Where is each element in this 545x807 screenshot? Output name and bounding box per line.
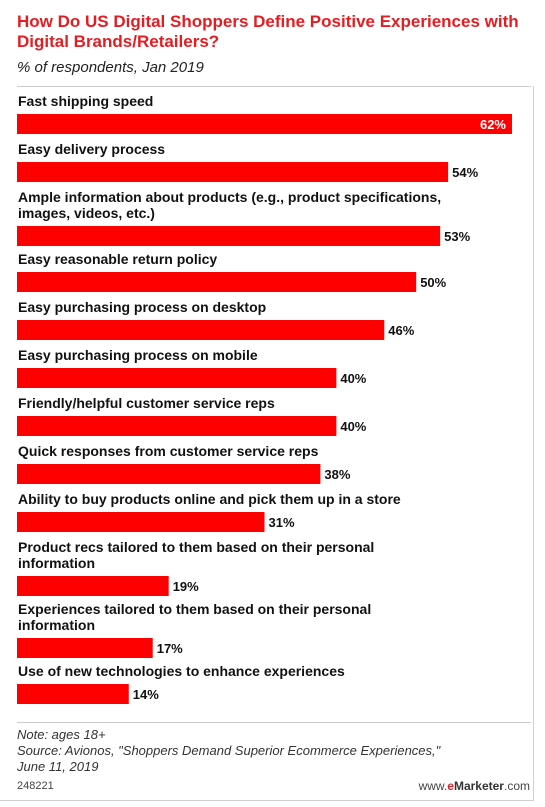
brand-name: Marketer <box>453 779 504 793</box>
chart-subtitle: % of respondents, Jan 2019 <box>17 59 204 76</box>
value-label: 14% <box>133 687 159 702</box>
category-label: Experiences tailored to them based on th… <box>18 601 371 617</box>
value-label: 38% <box>324 467 350 482</box>
category-label: images, videos, etc.) <box>18 205 155 221</box>
bottom-border <box>0 800 534 801</box>
value-label: 31% <box>269 515 295 530</box>
bar <box>17 368 337 388</box>
bar <box>17 684 129 704</box>
value-label: 40% <box>340 419 366 434</box>
bottom-divider <box>17 722 531 723</box>
category-label: Fast shipping speed <box>18 93 153 109</box>
category-label: Use of new technologies to enhance exper… <box>18 663 345 679</box>
category-label: information <box>18 617 95 633</box>
source-text-line-1: Source: Avionos, "Shoppers Demand Superi… <box>17 743 441 758</box>
category-label: Ample information about products (e.g., … <box>18 189 441 205</box>
right-border <box>533 86 534 801</box>
bar <box>17 226 441 246</box>
category-label: Easy reasonable return policy <box>18 251 217 267</box>
bar <box>17 320 385 340</box>
note-text: Note: ages 18+ <box>17 727 106 742</box>
bar <box>17 512 265 532</box>
brand-prefix: www. <box>418 779 448 793</box>
brand-suffix: .com <box>503 779 530 793</box>
footnotes: Note: ages 18+ Source: Avionos, "Shopper… <box>17 727 440 775</box>
value-label: 19% <box>173 579 199 594</box>
bar <box>17 162 449 182</box>
top-divider <box>17 86 531 87</box>
value-label: 53% <box>444 229 470 244</box>
bar <box>17 272 417 292</box>
value-label: 50% <box>420 275 446 290</box>
category-label: information <box>18 555 95 571</box>
category-label: Product recs tailored to them based on t… <box>18 539 374 555</box>
category-label: Easy purchasing process on mobile <box>18 347 258 363</box>
chart-title: How Do US Digital Shoppers Define Positi… <box>17 12 519 51</box>
source-text-line-2: June 11, 2019 <box>17 759 99 774</box>
category-label: Ability to buy products online and pick … <box>18 491 401 507</box>
brand-accent: e <box>447 779 454 793</box>
value-label: 40% <box>340 371 366 386</box>
category-label: Easy purchasing process on desktop <box>18 299 266 315</box>
value-label: 46% <box>388 323 414 338</box>
bar <box>17 464 321 484</box>
value-label: 54% <box>452 165 478 180</box>
value-label: 17% <box>157 641 183 656</box>
category-label: Easy delivery process <box>18 141 165 157</box>
bar <box>17 416 337 436</box>
brand-link[interactable]: www.eMarketer.com <box>419 779 530 793</box>
category-label: Quick responses from customer service re… <box>18 443 319 459</box>
category-label: Friendly/helpful customer service reps <box>18 395 275 411</box>
bar <box>17 638 153 658</box>
bar <box>17 114 512 134</box>
value-label: 62% <box>480 117 506 132</box>
bar <box>17 576 169 596</box>
chart-id: 248221 <box>17 780 54 792</box>
